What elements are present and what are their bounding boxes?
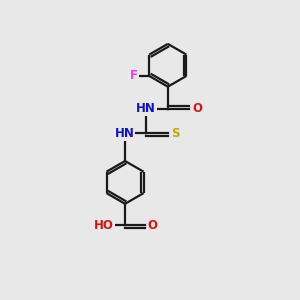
Text: S: S [171, 127, 180, 140]
Text: HO: HO [94, 219, 114, 232]
Text: F: F [130, 70, 138, 83]
Text: O: O [148, 219, 158, 232]
Text: HN: HN [136, 103, 156, 116]
Text: HN: HN [115, 127, 134, 140]
Text: O: O [192, 103, 202, 116]
